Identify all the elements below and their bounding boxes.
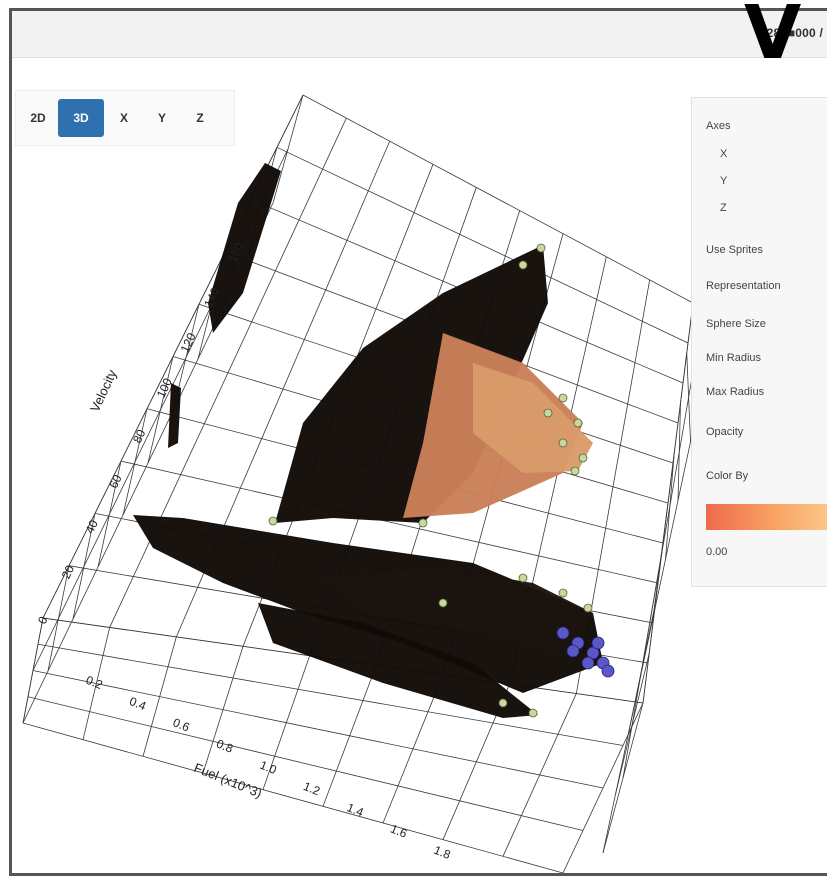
- y-tick-label: 80: [130, 427, 148, 445]
- max-radius-label: Max Radius: [706, 386, 765, 398]
- right-wall-gridline: [615, 652, 650, 795]
- frame-counter: 28■■000 /: [766, 26, 823, 40]
- data-point-blue: [601, 664, 615, 678]
- back-wall-gridline: [276, 146, 689, 344]
- floor-gridline: [37, 643, 624, 746]
- data-point-green: [543, 408, 553, 418]
- data-point-green: [570, 466, 580, 476]
- floor-gridline: [27, 696, 584, 831]
- right-wall-gridline: [665, 452, 675, 560]
- view-y-button[interactable]: Y: [157, 111, 166, 125]
- axis-x-label: X: [720, 148, 728, 160]
- side-wall-gridline: [97, 461, 122, 568]
- axis-y-label: Y: [720, 175, 728, 187]
- floor-gridline: [22, 722, 564, 873]
- velocity-band: [208, 163, 281, 333]
- x-tick-label: 1.8: [432, 843, 453, 862]
- 3d-scatter-plot[interactable]: 0 20 40 60 80 100 120 140 160 Velocity 0.2 0.4 0.6 0.…: [12, 61, 702, 876]
- right-wall-gridline: [686, 352, 691, 442]
- opacity-label: Opacity: [706, 426, 744, 438]
- axes-heading: Axes: [706, 120, 731, 132]
- data-point-green: [518, 260, 528, 270]
- side-wall-gridline: [72, 513, 96, 620]
- min-radius-label: Min Radius: [706, 352, 762, 364]
- settings-panel: Axes X Y Z Use Sprites Representation Sp…: [691, 97, 827, 587]
- x-axis-title: Fuel (x10^3): [192, 760, 264, 801]
- app-window: 28■■000 / 0 20 40 60 80 100 120 140 160 Velocity 0…: [9, 8, 827, 876]
- data-point-green: [498, 698, 508, 708]
- view-x-button[interactable]: X: [119, 111, 128, 125]
- side-wall-gridline: [272, 94, 304, 204]
- data-point-green: [578, 453, 588, 463]
- side-wall-gridline: [47, 565, 70, 672]
- back-wall-gridline: [302, 94, 694, 304]
- top-bar: 28■■000 /: [12, 11, 827, 58]
- colorbar-min-label: 0.00: [706, 546, 728, 558]
- data-point-green: [418, 518, 428, 528]
- x-tick-label: 1.4: [345, 800, 366, 819]
- data-point-green: [583, 603, 593, 613]
- x-tick-label: 0.6: [171, 715, 192, 734]
- x-tick-label: 0.2: [84, 673, 105, 692]
- x-tick-label: 1.2: [301, 779, 322, 798]
- data-point-green: [438, 598, 448, 608]
- y-tick-label: 40: [83, 517, 101, 535]
- data-point-blue: [556, 626, 570, 640]
- data-point-green: [518, 573, 528, 583]
- data-point-blue: [586, 646, 600, 660]
- view-z-button[interactable]: Z: [196, 111, 204, 125]
- y-tick-label: 20: [59, 563, 77, 581]
- color-scale-bar: [706, 504, 827, 530]
- floor-gridline: [32, 670, 604, 789]
- view-toolbar: 2D 3D X Y Z: [15, 90, 235, 146]
- velocity-band-2: [168, 383, 181, 448]
- data-point-green: [558, 438, 568, 448]
- sphere-size-label: Sphere Size: [706, 318, 766, 330]
- side-wall-gridline: [122, 408, 148, 516]
- side-wall-gridline: [147, 356, 174, 464]
- data-point-green: [573, 418, 583, 428]
- back-wall-gridline: [120, 460, 659, 584]
- y-tick-label: 60: [106, 472, 124, 490]
- axis-z-label: Z: [720, 202, 727, 214]
- data-point-green: [558, 588, 568, 598]
- right-wall-gridline: [640, 552, 663, 677]
- color-by-label: Color By: [706, 470, 749, 482]
- data-point-blue: [591, 636, 605, 650]
- dense-cloud-ridge: [323, 568, 593, 653]
- x-tick-label: 1.0: [258, 758, 279, 777]
- overlay-letter: V: [744, 0, 802, 76]
- view-2d-button[interactable]: 2D: [30, 111, 46, 125]
- view-3d-button[interactable]: 3D: [58, 99, 104, 137]
- right-wall-gridline: [627, 602, 656, 736]
- right-wall-gridline: [677, 402, 681, 501]
- data-point-green: [528, 708, 538, 718]
- x-tick-label: 1.6: [388, 822, 409, 841]
- right-wall-gridline: [602, 702, 644, 854]
- data-point-blue: [566, 644, 580, 658]
- plot-canvas[interactable]: 020406080100120140160Velocity0.20.40.60.…: [12, 61, 702, 876]
- use-sprites-label: Use Sprites: [706, 244, 763, 256]
- y-tick-label: 120: [178, 330, 199, 354]
- y-tick-label: 0: [35, 614, 51, 626]
- x-tick-label: 0.4: [127, 694, 148, 713]
- representation-label: Representation: [706, 280, 781, 292]
- data-point-green: [268, 516, 278, 526]
- data-point-green: [536, 243, 546, 253]
- data-point-blue: [581, 656, 595, 670]
- y-axis-title: Velocity: [87, 367, 120, 414]
- dense-streak: [258, 603, 538, 718]
- data-point-green: [558, 393, 568, 403]
- x-tick-label: 0.8: [214, 737, 235, 756]
